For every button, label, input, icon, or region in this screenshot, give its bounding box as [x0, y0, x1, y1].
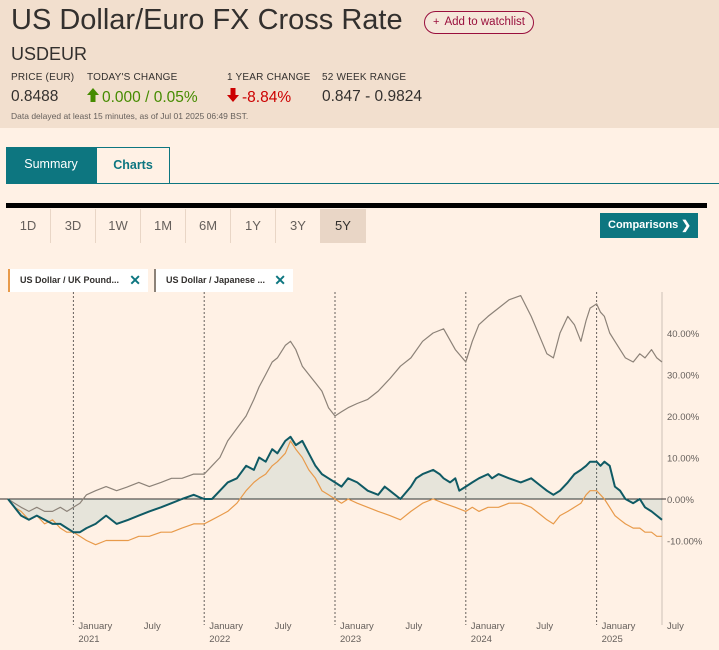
chart-top-rule [6, 203, 707, 208]
add-to-watchlist-button[interactable]: + Add to watchlist [424, 11, 534, 34]
x-tick-year: 2025 [602, 634, 623, 645]
year-change-text: -8.84% [242, 89, 292, 106]
range-3y[interactable]: 3Y [276, 209, 321, 243]
todays-change-value: 0.000 / 0.05% [87, 88, 198, 107]
watchlist-label: Add to watchlist [444, 16, 525, 28]
x-tick-label: July [536, 621, 553, 632]
year-change-label: 1 YEAR CHANGE [227, 72, 311, 83]
x-tick-year: 2024 [471, 634, 492, 645]
range-1d[interactable]: 1D [6, 209, 51, 243]
page-title: US Dollar/Euro FX Cross Rate [11, 4, 403, 36]
comparisons-button[interactable]: Comparisons ❯ [600, 213, 698, 238]
close-icon[interactable]: ✕ [129, 272, 141, 288]
x-tick-label: July [405, 621, 422, 632]
close-icon[interactable]: ✕ [274, 272, 286, 288]
x-tick-label: July [275, 621, 292, 632]
arrow-up-icon [87, 88, 99, 106]
y-tick-label: 20.00% [667, 412, 700, 423]
price-label: PRICE (EUR) [11, 72, 75, 83]
range-5y[interactable]: 5Y [321, 209, 366, 243]
x-tick-year: 2022 [209, 634, 230, 645]
plus-icon: + [433, 16, 440, 28]
x-tick-label: July [144, 621, 161, 632]
x-tick-label: January [78, 621, 112, 632]
year-change-value: -8.84% [227, 88, 291, 107]
symbol: USDEUR [11, 44, 88, 64]
x-tick-label: January [471, 621, 505, 632]
week-range-label: 52 WEEK RANGE [322, 72, 407, 83]
tab-summary[interactable]: Summary [6, 147, 96, 183]
x-tick-label: January [340, 621, 374, 632]
data-delay-note: Data delayed at least 15 minutes, as of … [11, 111, 249, 121]
x-tick-year: 2021 [78, 634, 99, 645]
range-3d[interactable]: 3D [51, 209, 96, 243]
todays-change-text: 0.000 / 0.05% [102, 89, 198, 106]
x-tick-label: January [602, 621, 636, 632]
series-line [7, 440, 662, 546]
range-1y[interactable]: 1Y [231, 209, 276, 243]
x-tick-year: 2023 [340, 634, 361, 645]
comparison-chip-gbp: US Dollar / UK Pound... ✕ [8, 269, 148, 292]
tab-charts[interactable]: Charts [96, 147, 170, 183]
price-chart[interactable]: 40.00% 30.00% 20.00% 10.00% 0.00% -10.00% Janu… [0, 290, 719, 650]
price-value: 0.8488 [11, 88, 59, 105]
chip-label: US Dollar / Japanese ... [166, 275, 266, 285]
arrow-down-icon [227, 88, 239, 106]
x-tick-label: January [209, 621, 243, 632]
range-1w[interactable]: 1W [96, 209, 141, 243]
range-1m[interactable]: 1M [141, 209, 186, 243]
series-area [8, 436, 662, 533]
chip-label: US Dollar / UK Pound... [20, 275, 120, 285]
chevron-right-icon: ❯ [680, 218, 691, 232]
y-tick-label: 40.00% [667, 329, 700, 340]
y-tick-label: 10.00% [667, 454, 700, 465]
series-line [7, 435, 663, 534]
quote-header: US Dollar/Euro FX Cross Rate + Add to wat… [0, 0, 719, 128]
comparisons-label: Comparisons [608, 219, 679, 231]
x-tick-label: July [667, 621, 684, 632]
range-6m[interactable]: 6M [186, 209, 231, 243]
y-tick-label: -10.00% [667, 537, 703, 548]
week-range-value: 0.847 - 0.9824 [322, 88, 422, 105]
tab-underline [6, 183, 719, 184]
y-tick-label: 30.00% [667, 371, 700, 382]
series-line [7, 295, 663, 512]
y-tick-label: 0.00% [667, 495, 694, 506]
todays-change-label: TODAY'S CHANGE [87, 72, 178, 83]
comparison-chip-jpy: US Dollar / Japanese ... ✕ [154, 269, 293, 292]
